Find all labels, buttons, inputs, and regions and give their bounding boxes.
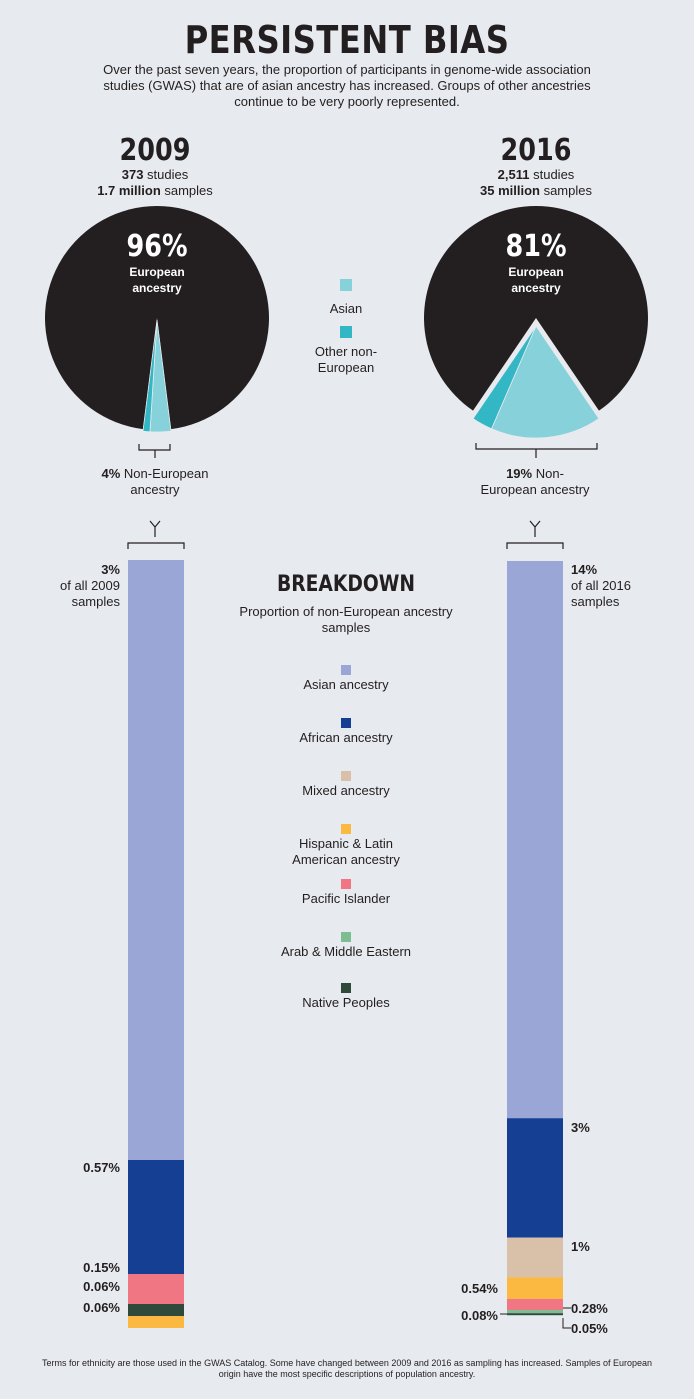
- page-subtitle: Over the past seven years, the proportio…: [103, 62, 591, 109]
- studies-2016: 2,511 studies: [497, 167, 575, 182]
- breakdown-legend-label: Pacific Islander: [301, 891, 391, 906]
- pie-2016-slice-other: [472, 325, 537, 430]
- legend-label-asian-pie: Asian: [329, 301, 363, 316]
- bracket-bar-2009: [127, 542, 185, 549]
- european-label-2009: European ancestry: [129, 265, 185, 295]
- legend-swatch-other-pie: [340, 326, 352, 338]
- footnote: Terms for ethnicity are those used in th…: [41, 1358, 653, 1379]
- breakdown-legend-label: African ancestry: [299, 730, 393, 745]
- bar-2016-seg-4: [507, 1298, 563, 1311]
- seg-label-2016-native: 0.05%: [571, 1321, 608, 1336]
- breakdown-legend-swatch: [341, 983, 351, 993]
- bar-2009-seg-4: [128, 1316, 184, 1328]
- breakdown-legend-swatch: [341, 771, 351, 781]
- pie-2016-slice-european: [423, 206, 648, 411]
- bar-2016-seg-0: [507, 561, 563, 1119]
- breakdown-legend-label: Mixed ancestry: [302, 783, 390, 798]
- stacked-bar-2016: [500, 561, 571, 1329]
- pie-2009-slice-other: [142, 319, 158, 433]
- seg-label-2016-pacific: 0.28%: [571, 1301, 608, 1316]
- pie-2016-slice-asian: [490, 325, 600, 439]
- noneuro-label-2016: 19% Non-European ancestry: [480, 466, 590, 497]
- bracket-bar-2016: [506, 542, 564, 549]
- seg-label-2016-arab: 0.08%: [461, 1308, 498, 1323]
- year-2009-heading: 2009: [119, 133, 191, 168]
- stacked-bar-2009: [128, 560, 184, 1328]
- pie-2016: [423, 206, 648, 439]
- legend-swatch-asian-pie: [340, 279, 352, 291]
- legend-label-other-pie: Other non-European: [314, 344, 378, 375]
- seg-label-2009-african: 0.57%: [83, 1160, 120, 1175]
- leader-line-2016-1: [562, 1318, 571, 1329]
- breakdown-title: BREAKDOWN: [276, 572, 416, 597]
- bar-2016-seg-3: [507, 1277, 563, 1299]
- noneuro-label-2009: 4% Non-European ancestry: [101, 466, 209, 497]
- seg-label-2009-native: 0.06%: [83, 1279, 120, 1294]
- european-pct-2016: 81%: [505, 229, 567, 264]
- bar-2009-seg-2: [128, 1274, 184, 1304]
- arrow-2016: [529, 520, 541, 537]
- seg-label-2016-hispanic: 0.54%: [461, 1281, 498, 1296]
- seg-label-2009-hispanic: 0.06%: [83, 1300, 120, 1315]
- breakdown-subtitle: Proportion of non-European ancestry samp…: [239, 604, 453, 635]
- breakdown-legend-swatch: [341, 932, 351, 942]
- arrow-2009: [149, 520, 161, 537]
- european-pct-2009: 96%: [126, 229, 188, 264]
- breakdown-legend-label: Asian ancestry: [303, 677, 389, 692]
- bar-2016-seg-2: [507, 1237, 563, 1278]
- breakdown-legend-label: Native Peoples: [302, 995, 390, 1010]
- breakdown-legend-swatch: [341, 665, 351, 675]
- breakdown-legend-swatch: [341, 879, 351, 889]
- samples-2009: 1.7 million samples: [97, 183, 213, 198]
- breakdown-legend-swatch: [341, 718, 351, 728]
- bar-2016-seg-1: [507, 1118, 563, 1238]
- bar-top-label-2009: 3% of all 2009 samples: [60, 562, 120, 609]
- bracket-pie-2009: [138, 444, 171, 451]
- seg-label-2016-african: 3%: [571, 1120, 590, 1135]
- studies-2009: 373 studies: [121, 167, 189, 182]
- page-title: PERSISTENT BIAS: [184, 18, 510, 62]
- pie-2009: [45, 206, 270, 433]
- bar-2016-seg-5: [507, 1310, 563, 1314]
- bar-2009-seg-1: [128, 1160, 184, 1274]
- pie-2009-slice-european: [45, 206, 270, 430]
- bar-2009-seg-0: [128, 560, 184, 1160]
- breakdown-legend-label: Hispanic & Latin American ancestry: [292, 836, 400, 867]
- bar-top-label-2016: 14% of all 2016 samples: [571, 562, 631, 609]
- bar-2009-seg-3: [128, 1304, 184, 1316]
- samples-2016: 35 million samples: [480, 183, 592, 198]
- bar-2016-seg-6: [507, 1313, 563, 1316]
- breakdown-legend-swatch: [341, 824, 351, 834]
- seg-label-2009-pacific: 0.15%: [83, 1260, 120, 1275]
- seg-label-2016-mixed: 1%: [571, 1239, 590, 1254]
- european-label-2016: European ancestry: [508, 265, 564, 295]
- breakdown-legend-label: Arab & Middle Eastern: [280, 944, 412, 959]
- bracket-pie-2016: [475, 443, 598, 450]
- year-2016-heading: 2016: [500, 133, 572, 168]
